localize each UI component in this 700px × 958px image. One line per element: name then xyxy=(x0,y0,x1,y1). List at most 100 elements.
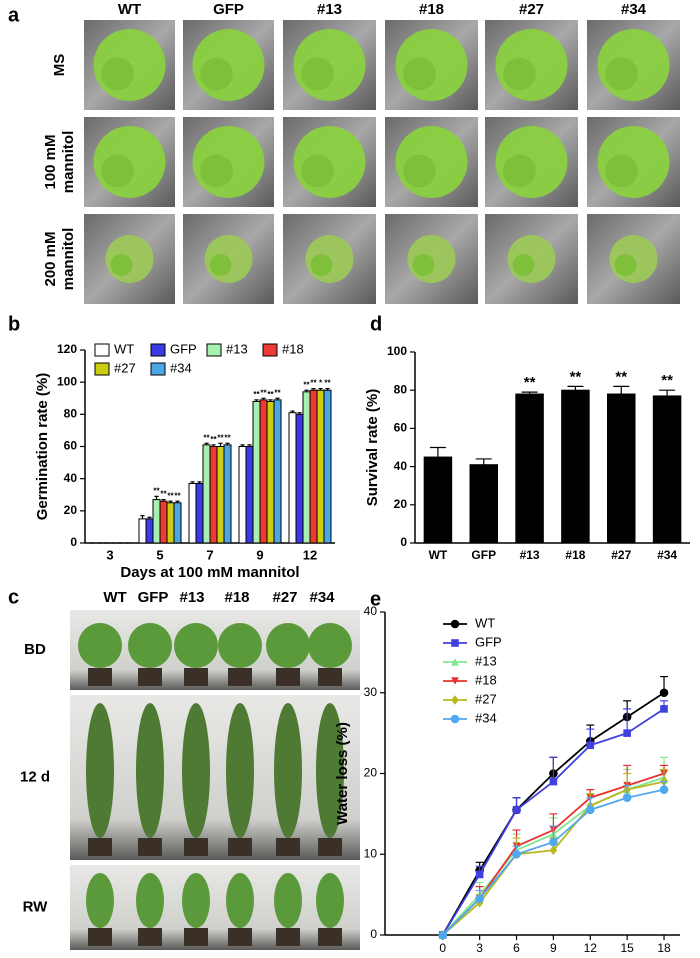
significance: ** xyxy=(160,490,167,499)
bar xyxy=(145,518,154,544)
pot xyxy=(228,838,252,856)
legend-label: WT xyxy=(475,615,495,630)
y-tick-label: 0 xyxy=(70,535,77,549)
column-header: WT xyxy=(103,589,126,606)
column-header: GFP xyxy=(213,1,244,18)
bar xyxy=(238,446,247,544)
column-header: GFP xyxy=(138,589,169,606)
panel-label: c xyxy=(8,586,19,608)
bar xyxy=(209,446,218,544)
seedlings xyxy=(310,254,333,276)
column-header: #34 xyxy=(309,589,335,606)
significance: * xyxy=(319,379,323,388)
y-tick-label: 40 xyxy=(394,459,408,473)
y-tick-label: 80 xyxy=(64,407,78,421)
y-tick-label: 20 xyxy=(394,497,408,511)
seedlings xyxy=(301,154,334,188)
significance: ** xyxy=(174,491,181,500)
row-label: mannitol xyxy=(60,131,77,194)
legend-label: #13 xyxy=(475,653,497,668)
significance: ** xyxy=(210,435,217,444)
pot xyxy=(318,838,342,856)
seedlings xyxy=(605,57,638,91)
plant xyxy=(128,623,172,668)
bar xyxy=(173,502,182,544)
column-header: #13 xyxy=(179,589,204,606)
bar xyxy=(423,456,453,544)
x-tick-label: 9 xyxy=(550,941,557,955)
y-tick-label: 60 xyxy=(394,421,408,435)
marker xyxy=(586,741,595,750)
seedlings xyxy=(512,254,535,276)
significance: ** xyxy=(324,379,331,388)
row-label: BD xyxy=(24,641,46,658)
plant xyxy=(86,873,114,928)
x-tick-label: 18 xyxy=(657,941,671,955)
legend-label: GFP xyxy=(475,634,502,649)
plant xyxy=(274,873,302,928)
legend-marker xyxy=(451,677,459,685)
marker xyxy=(660,705,668,713)
seedlings xyxy=(605,154,638,188)
y-tick-label: 80 xyxy=(394,382,408,396)
bar xyxy=(259,399,268,544)
x-tick-label: 3 xyxy=(476,941,483,955)
seedlings xyxy=(403,154,436,188)
pot xyxy=(318,668,342,686)
y-tick-label: 10 xyxy=(364,846,378,860)
seedlings xyxy=(614,254,637,276)
y-axis-label: Germination rate (%) xyxy=(34,373,51,521)
legend-swatch xyxy=(262,343,278,357)
bar xyxy=(295,413,304,544)
pot xyxy=(276,668,300,686)
row-label: 200 mM xyxy=(42,231,59,286)
plant xyxy=(136,873,164,928)
bar xyxy=(252,400,261,544)
significance: ** xyxy=(203,433,210,442)
seedlings xyxy=(301,57,334,91)
significance: ** xyxy=(303,380,310,389)
significance: ** xyxy=(217,433,224,442)
significance: ** xyxy=(224,433,231,442)
line xyxy=(442,776,665,936)
bar xyxy=(316,389,325,544)
x-tick-label: #13 xyxy=(520,548,540,562)
bar xyxy=(188,482,197,544)
y-tick-label: 120 xyxy=(57,342,77,356)
pot xyxy=(228,668,252,686)
y-tick-label: 40 xyxy=(64,471,78,485)
y-tick-label: 100 xyxy=(57,374,77,388)
marker xyxy=(475,894,484,903)
column-header: #18 xyxy=(419,1,444,18)
bar xyxy=(166,502,175,544)
significance: ** xyxy=(267,390,274,399)
y-tick-label: 100 xyxy=(387,344,407,358)
seedlings xyxy=(403,57,436,91)
plant-photo xyxy=(70,865,360,950)
y-tick-label: 0 xyxy=(400,535,407,549)
x-tick-label: 12 xyxy=(303,547,317,562)
marker xyxy=(659,688,669,698)
x-tick-label: #34 xyxy=(657,548,677,562)
pot xyxy=(184,838,208,856)
marker xyxy=(549,837,558,847)
marker xyxy=(438,930,448,940)
legend-marker xyxy=(451,658,459,666)
significance: ** xyxy=(661,372,673,389)
pot xyxy=(184,928,208,946)
y-axis-label: Survival rate (%) xyxy=(364,389,381,507)
seedlings xyxy=(503,154,536,188)
plant xyxy=(86,703,114,838)
y-tick-label: 20 xyxy=(364,766,378,780)
marker xyxy=(585,805,595,815)
x-tick-label: 12 xyxy=(584,941,598,955)
legend-label: #34 xyxy=(475,710,497,725)
bar xyxy=(469,464,498,544)
plant xyxy=(266,623,310,668)
plant xyxy=(218,623,262,668)
row-label: MS xyxy=(51,54,68,77)
y-tick-label: 0 xyxy=(370,927,377,941)
legend-label: #13 xyxy=(226,341,248,356)
y-tick-label: 40 xyxy=(364,604,378,618)
x-tick-label: #27 xyxy=(611,548,631,562)
